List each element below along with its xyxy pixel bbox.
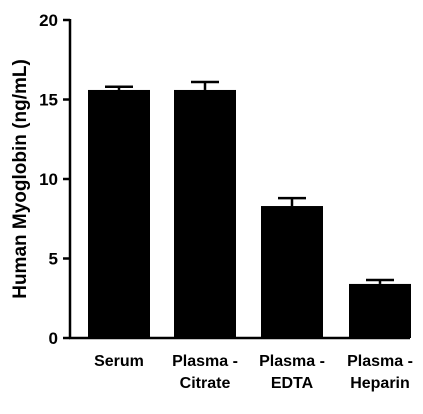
bar-4 <box>349 283 411 338</box>
error-bars-layer <box>105 80 394 284</box>
bar-2 <box>174 89 236 339</box>
y-ticks-layer: 0 5 10 15 20 <box>39 11 70 348</box>
y-tick-label-20: 20 <box>39 11 58 30</box>
x-category-label-3: Plasma -EDTA <box>259 353 325 392</box>
x-category-label-1: Serum <box>94 353 144 370</box>
y-axis-title: Human Myoglobin (ng/mL) <box>10 59 31 299</box>
y-tick-label-15: 15 <box>39 91 58 110</box>
y-tick-label-5: 5 <box>49 250 58 269</box>
bar-1 <box>88 89 150 339</box>
category-labels-layer: Serum Plasma -Citrate Plasma -EDTA Plasma -… <box>94 353 413 392</box>
bar-3 <box>261 206 323 338</box>
x-category-label-2: Plasma -Citrate <box>172 353 238 392</box>
bars-layer <box>88 89 411 339</box>
y-tick-label-10: 10 <box>39 170 58 189</box>
x-category-label-4: Plasma -Heparin <box>347 353 413 392</box>
y-axis-title-group: Human Myoglobin (ng/mL) <box>10 59 31 299</box>
y-tick-label-0: 0 <box>49 329 58 348</box>
